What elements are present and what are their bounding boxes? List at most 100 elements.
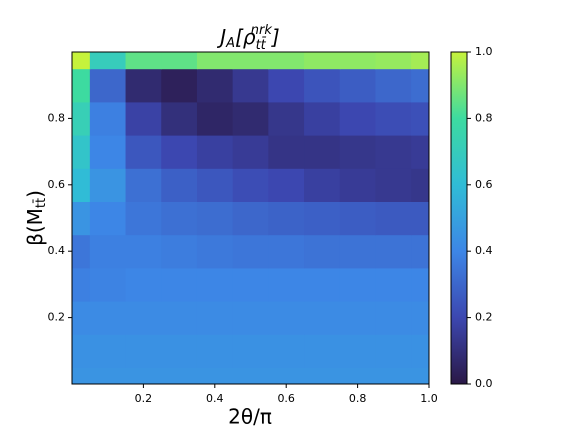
contour-cell [304,234,341,269]
contour-cell [232,68,269,103]
y-tick-label: 0.8 [48,111,66,124]
x-tick-label: 1.0 [420,392,438,405]
contour-cell [125,334,162,368]
contour-cell [304,135,341,169]
x-tick-label: 0.8 [349,392,367,405]
contour-cell [89,52,127,70]
contour-cell [339,168,377,202]
contour-cell [72,334,91,368]
contour-cell [161,68,198,103]
contour-cell [89,234,127,269]
contour-cell [411,267,429,302]
contour-cell [411,201,429,236]
contour-cell [89,101,127,136]
contour-cell [196,201,234,236]
contour-cell [375,168,412,202]
contour-cell [304,334,341,368]
contour-cell [89,168,127,202]
contour-cell [411,367,429,384]
contour-cell [72,52,91,70]
contour-cell [375,135,412,169]
contour-cell [72,301,91,335]
contour-cell [304,68,341,103]
contour-cell [72,367,91,384]
colorbar [450,51,468,385]
contour-cell [89,301,127,335]
contour-cell [339,301,377,335]
y-axis-label: β(Mtt̄) [23,190,49,246]
colorbar-tick-label: 0.6 [475,178,493,191]
contour-cell [196,234,234,269]
contour-cell [196,135,234,169]
contour-cell [411,52,429,70]
contour-cell [161,135,198,169]
contour-cell [339,234,377,269]
y-tick-label: 0.4 [48,244,66,257]
x-axis-label: 2θ/π [228,405,272,429]
contour-cell [196,101,234,136]
contour-cell [339,68,377,103]
contour-cell [232,234,269,269]
title-part: ] [271,25,280,49]
contour-cell [411,135,429,169]
contour-cell [304,101,341,136]
contour-cell [161,201,198,236]
contour-cell [196,68,234,103]
contour-cell [375,68,412,103]
contour-cell [268,234,305,269]
contour-cell [268,168,305,202]
contour-cell [339,101,377,136]
contour-cell [375,267,412,302]
contour-cell [125,201,162,236]
contour-cell [232,334,269,368]
contour-cell [268,201,305,236]
contour-cell [304,267,341,302]
contour-cell [72,101,91,136]
title-part: A [225,36,235,51]
contour-cell [375,201,412,236]
chart-title: JA[ρtt̄nrk] [216,23,279,53]
contour-cell [232,101,269,136]
contour-field [72,52,429,384]
contour-cell [339,52,377,70]
contour-cell [304,367,341,384]
contour-cell [89,201,127,236]
contour-cell [196,52,234,70]
contour-cell [411,101,429,136]
y-tick-label: 0.6 [48,178,66,191]
title-part: nrk [251,23,273,38]
colorbar-tick-label: 1.0 [475,45,493,58]
contour-cell [304,301,341,335]
contour-cell [161,367,198,384]
contour-cell [196,367,234,384]
contour-cell [268,101,305,136]
contour-cell [161,234,198,269]
contour-cell [196,267,234,302]
contour-cell [125,234,162,269]
contour-cell [161,334,198,368]
contour-cell [125,52,162,70]
contour-cell [161,267,198,302]
title-part: [ρ [235,25,256,49]
contour-cell [89,68,127,103]
contour-cell [339,201,377,236]
contour-cell [72,267,91,302]
contour-cell [411,68,429,103]
x-tick-label: 0.2 [135,392,153,405]
contour-cell [72,68,91,103]
ylabel-part: β(M [23,208,47,246]
contour-cell [339,367,377,384]
contour-cell [89,135,127,169]
y-tick-label: 0.2 [48,311,66,324]
contour-cell [268,267,305,302]
contour-cell [375,52,412,70]
contour-cell [125,168,162,202]
contour-cell [161,301,198,335]
contour-cell [375,367,412,384]
contour-cell [196,168,234,202]
contour-cell [125,68,162,103]
title-part: tt̄ [256,37,267,52]
contour-cell [125,267,162,302]
contour-cell [268,68,305,103]
